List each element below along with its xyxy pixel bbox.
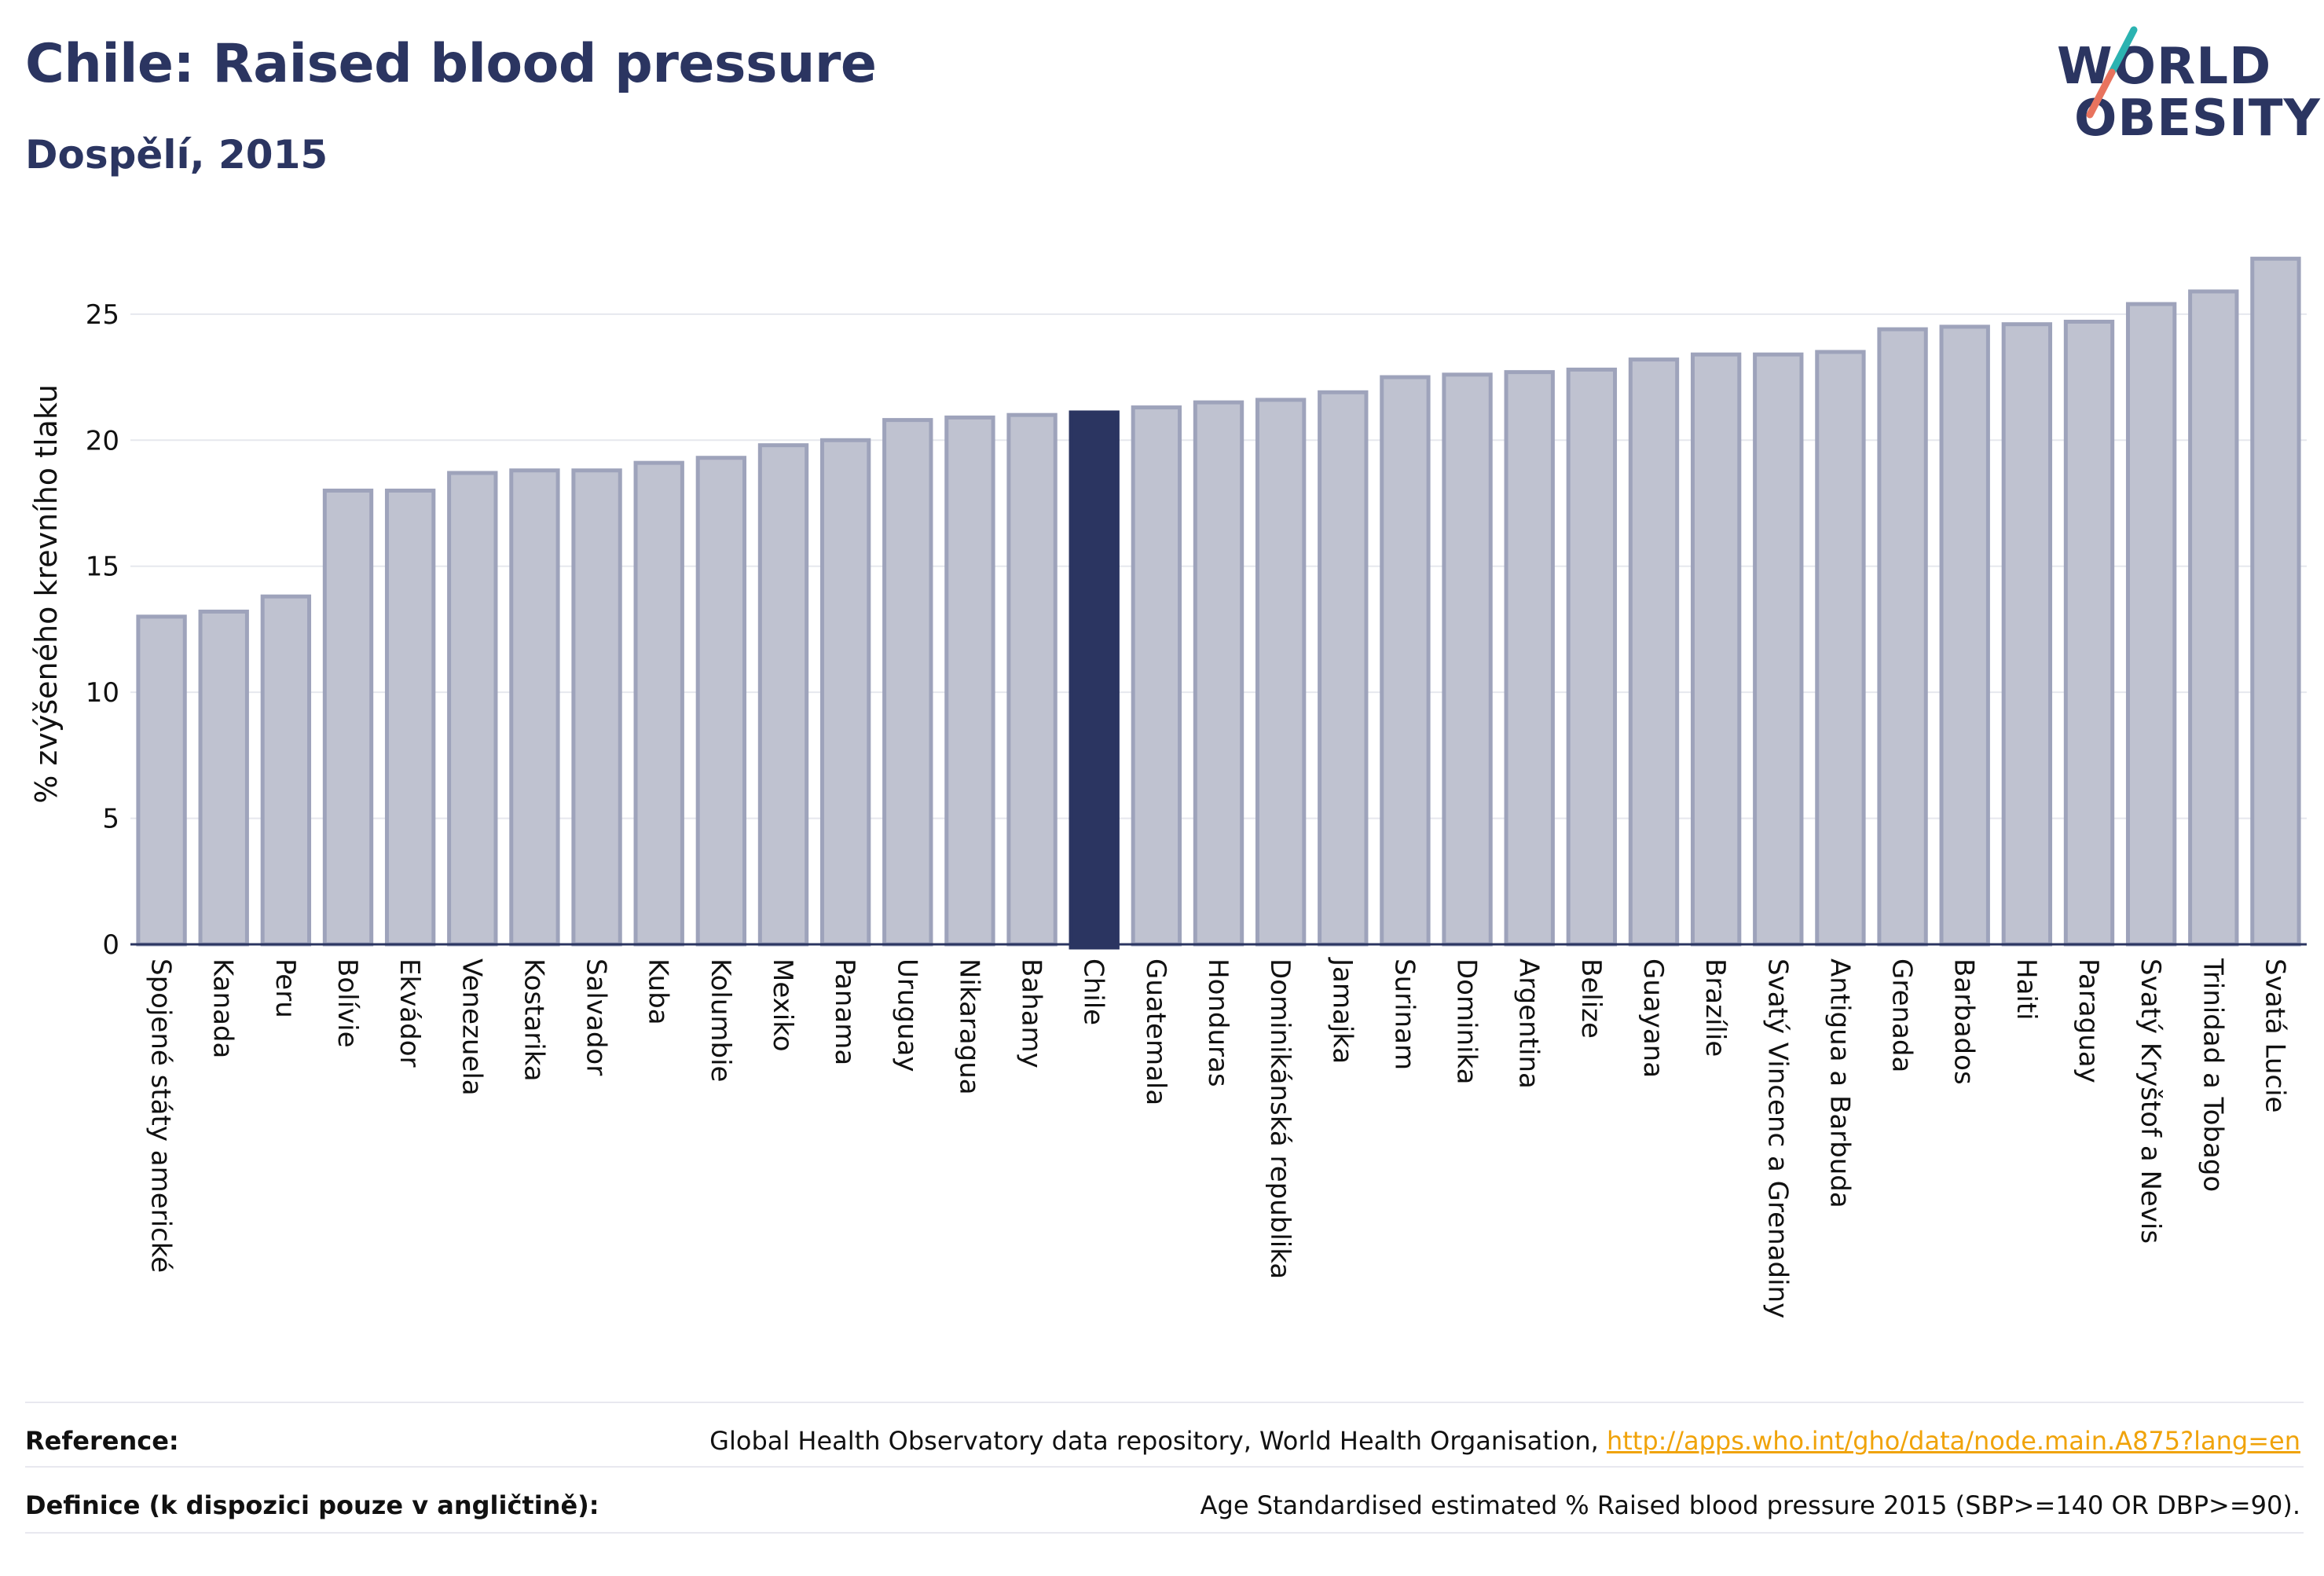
bar <box>1193 400 1244 947</box>
y-tick-label: 0 <box>102 929 119 961</box>
definition-row: Definice (k dispozici pouze v angličtině… <box>25 1482 2300 1529</box>
x-tick-label: Peru <box>269 958 301 1018</box>
logo-line-2: OBESITY <box>2074 90 2321 148</box>
bar <box>2250 256 2301 947</box>
x-tick-label: Venezuela <box>456 958 487 1096</box>
x-tick-label: Grenada <box>1886 958 1918 1072</box>
bar <box>322 488 374 947</box>
x-tick-label: Jamajka <box>1326 957 1358 1064</box>
x-tick-label: Trinidad a Tobago <box>2197 958 2228 1192</box>
x-tick-label: Brazílie <box>1699 958 1731 1057</box>
bar <box>757 443 809 947</box>
bar <box>2063 319 2115 947</box>
bar <box>1255 398 1307 947</box>
x-tick-label: Guayana <box>1637 958 1669 1078</box>
x-tick-label: Dominika <box>1451 958 1483 1084</box>
x-tick-label: Uruguay <box>891 958 922 1072</box>
bar <box>1753 352 1804 947</box>
reference-label: Reference: <box>25 1426 179 1456</box>
bar <box>1442 372 1493 947</box>
x-tick-label: Surinam <box>1388 958 1420 1070</box>
y-axis-title: % zvýšeného krevního tlaku <box>29 384 64 804</box>
bar <box>1006 412 1058 947</box>
x-tick-label: Svatý Vincenc a Grenadiny <box>1761 958 1793 1318</box>
bar <box>571 468 622 947</box>
bar <box>695 456 747 947</box>
bar <box>1318 390 1369 947</box>
world-obesity-logo: WORLD OBESITY <box>2035 24 2321 165</box>
bar <box>509 468 560 947</box>
x-tick-label: Panama <box>829 958 860 1065</box>
chart-subtitle: Dospělí, 2015 <box>25 132 328 178</box>
x-tick-label: Mexiko <box>767 958 798 1052</box>
bar <box>944 415 995 947</box>
reference-link[interactable]: http://apps.who.int/gho/data/node.main.A… <box>1606 1426 2300 1456</box>
x-tick-label: Bahamy <box>1016 958 1047 1068</box>
x-tick-label: Belize <box>1575 958 1607 1039</box>
reference-text: Global Health Observatory data repositor… <box>709 1426 1607 1456</box>
bar <box>1131 405 1182 947</box>
footer-divider-middle <box>25 1466 2304 1468</box>
bar <box>1939 324 1990 947</box>
bar <box>882 418 933 947</box>
bar <box>447 471 498 947</box>
logo-line-1: WORLD <box>2057 38 2272 96</box>
definition-value: Age Standardised estimated % Raised bloo… <box>1200 1490 2300 1520</box>
bar-highlight <box>1069 410 1120 950</box>
bar <box>2188 289 2239 947</box>
x-tick-label: Svatá Lucie <box>2259 958 2290 1112</box>
x-tick-label: Haiti <box>2011 958 2042 1021</box>
logo-slash-icon <box>2086 26 2138 119</box>
x-tick-label: Svatý Kryštof a Nevis <box>2135 958 2166 1244</box>
x-tick-label: Kanada <box>207 958 239 1058</box>
x-tick-label: Antigua a Barbuda <box>1824 958 1855 1208</box>
bar <box>384 488 436 947</box>
x-tick-label: Kuba <box>643 958 674 1025</box>
bar <box>2125 302 2177 947</box>
x-tick-label: Kostarika <box>518 958 549 1082</box>
bar-chart: 0 5 10 15 20 25 % zvýšeného krevního tlaku Spoj… <box>29 256 2307 1318</box>
reference-value: Global Health Observatory data repositor… <box>709 1426 2300 1456</box>
definition-label: Definice (k dispozici pouze v angličtině… <box>25 1490 599 1520</box>
x-tick-label: Chile <box>1078 958 1109 1025</box>
bar <box>1566 367 1618 947</box>
bar <box>1380 375 1431 947</box>
x-tick-label: Salvador <box>581 958 612 1076</box>
x-tick-label: Spojené státy americké <box>145 958 177 1273</box>
bar <box>1877 327 1928 947</box>
bar <box>1504 370 1555 947</box>
reference-row: Reference: Global Health Observatory dat… <box>25 1417 2300 1464</box>
x-tick-label: Argentina <box>1513 958 1545 1089</box>
footer-divider-bottom <box>25 1532 2304 1534</box>
y-tick-label: 10 <box>86 677 119 709</box>
y-tick-label: 25 <box>86 299 119 331</box>
x-tick-label: Nikaragua <box>953 958 984 1095</box>
bar <box>633 460 684 947</box>
bar <box>136 614 187 947</box>
x-tick-label: Paraguay <box>2073 958 2104 1083</box>
bar <box>1628 357 1680 947</box>
bar <box>1690 352 1742 947</box>
footer-divider-top <box>25 1402 2304 1403</box>
x-tick-label: Barbados <box>1948 958 1980 1085</box>
y-tick-label: 5 <box>102 804 119 835</box>
chart-title: Chile: Raised blood pressure <box>25 33 877 95</box>
bar <box>819 438 871 947</box>
y-tick-label: 15 <box>86 552 119 583</box>
y-tick-label: 20 <box>86 425 119 456</box>
bar <box>198 609 249 947</box>
bar <box>1815 350 1866 947</box>
x-tick-label: Bolívie <box>332 958 363 1048</box>
x-tick-label: Ekvádor <box>394 958 425 1068</box>
x-tick-label: Kolumbie <box>705 958 736 1082</box>
bar <box>260 594 312 947</box>
x-tick-label: Honduras <box>1202 958 1233 1087</box>
x-tick-label: Dominikánská republika <box>1264 958 1296 1279</box>
bar <box>2001 322 2053 947</box>
x-tick-label: Guatemala <box>1140 958 1171 1105</box>
